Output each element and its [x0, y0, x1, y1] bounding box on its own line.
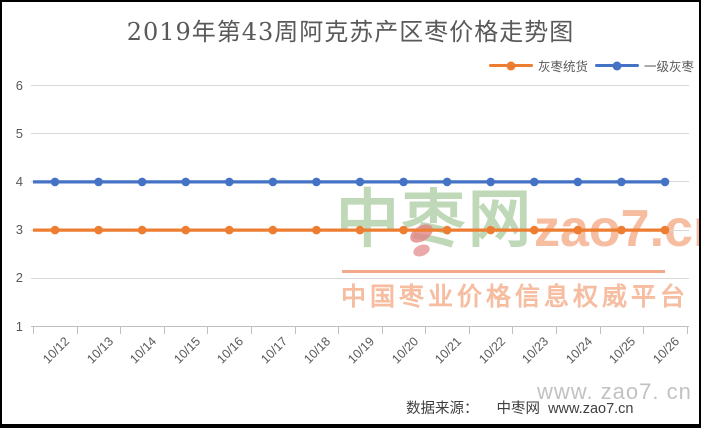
y-axis-label: 1: [15, 318, 23, 334]
y-axis-label: 3: [15, 222, 23, 238]
x-axis-label: 10/12: [40, 334, 73, 367]
watermark-url-gray: www. zao7. cn: [537, 379, 692, 404]
watermark-underline: [342, 270, 665, 273]
legend-dot-icon: [612, 61, 622, 70]
x-axis-label: 10/13: [83, 334, 116, 367]
x-axis-tick: [338, 326, 340, 334]
x-axis-tick: [381, 326, 383, 334]
gridline: [31, 133, 689, 135]
legend: 灰枣统货 一级灰枣: [488, 56, 694, 75]
x-axis-label: 10/20: [388, 334, 421, 367]
x-axis-tick: [468, 326, 470, 334]
gridline: [31, 277, 689, 279]
y-axis-label: 4: [15, 173, 23, 189]
legend-line-marker-orange: [488, 61, 533, 70]
x-axis-tick: [599, 326, 601, 334]
gridline: [31, 326, 689, 327]
gridline: [31, 181, 689, 183]
legend-item-series-0: 灰枣统货: [488, 56, 588, 75]
x-axis-tick: [425, 326, 427, 334]
y-axis-label: 5: [15, 125, 23, 141]
gridline: [31, 229, 689, 231]
x-axis-label: 10/19: [345, 334, 378, 367]
data-source-url: www.zao7.cn: [548, 401, 634, 417]
x-axis-tick: [120, 326, 122, 334]
watermark-brand-cn: 中枣网: [336, 185, 534, 255]
x-axis-tick: [556, 326, 558, 334]
legend-label-series-0: 灰枣统货: [537, 60, 588, 74]
data-source-label: 数据来源：: [406, 401, 479, 417]
watermark-tagline: 中国枣业价格信息权威平台: [341, 283, 690, 311]
y-axis-label: 6: [15, 77, 23, 93]
y-axis-label: 2: [15, 270, 23, 286]
legend-dot-icon: [506, 61, 516, 70]
x-axis-tick: [163, 326, 165, 334]
gridline: [31, 85, 689, 86]
chart-title: 2019年第43周阿克苏产区枣价格走势图: [126, 18, 575, 46]
x-axis-tick: [251, 326, 253, 334]
x-axis-tick: [294, 326, 296, 334]
legend-item-series-1: 一级灰枣: [594, 56, 694, 75]
x-axis-label: 10/26: [650, 334, 683, 367]
x-axis-tick: [33, 326, 35, 334]
legend-label-series-1: 一级灰枣: [643, 60, 694, 74]
data-source-name: 中枣网: [496, 401, 541, 417]
x-axis-tick: [643, 326, 645, 334]
x-axis-tick: [207, 326, 209, 334]
x-axis-tick: [686, 326, 688, 334]
data-source-line: 数据来源： 中枣网 www.zao7.cn: [406, 397, 638, 418]
legend-line-marker-blue: [594, 61, 639, 70]
x-axis-tick: [76, 326, 78, 334]
x-axis-tick: [512, 326, 514, 334]
